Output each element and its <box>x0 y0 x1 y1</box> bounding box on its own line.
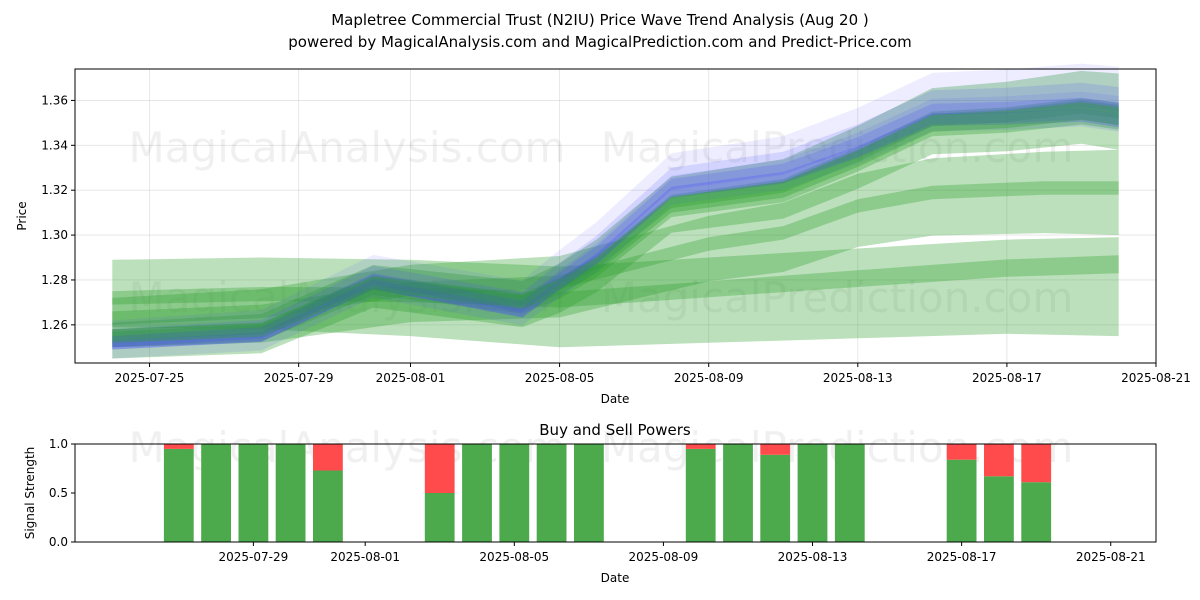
blue-wave-band <box>112 91 1119 359</box>
main-x-axis: 2025-07-25 2025-07-29 2025-08-01 2025-08-05… <box>115 363 1191 385</box>
main-x-tick-label: 2025-08-05 <box>525 371 595 385</box>
sell-bar <box>1021 444 1052 483</box>
green-wave-band <box>112 70 1119 341</box>
green-wave-band <box>112 100 1119 359</box>
watermark-right-bottom: MagicalPrediction.com <box>601 273 1074 322</box>
buy-bar <box>275 444 306 542</box>
sell-bar <box>984 444 1014 477</box>
main-y-tick-label: 1.34 <box>41 138 68 152</box>
buy-bar <box>424 493 455 542</box>
main-y-tick-label: 1.26 <box>41 318 68 332</box>
signal-y-tick-label: 0.5 <box>49 486 68 500</box>
price-wave-plot: MagicalAnalysis.com MagicalPrediction.co… <box>15 63 1191 406</box>
green-wave-band <box>112 98 1119 348</box>
sell-bar <box>760 444 791 455</box>
main-x-tick-label: 2025-08-13 <box>823 371 893 385</box>
buy-bar <box>201 444 231 542</box>
main-x-tick-label: 2025-07-29 <box>264 371 334 385</box>
green-wave-band <box>112 237 1119 308</box>
buy-bar <box>536 444 567 542</box>
signal-y-tick-label: 0.0 <box>49 535 68 549</box>
signal-y-axis: 0.0 0.5 1.0 <box>49 437 75 549</box>
main-y-tick-label: 1.28 <box>41 273 68 287</box>
main-x-tick-label: 2025-08-09 <box>674 371 744 385</box>
chart-subtitle: powered by MagicalAnalysis.com and Magic… <box>288 33 912 51</box>
buy-bar <box>760 454 791 542</box>
chart-title: Mapletree Commercial Trust (N2IU) Price … <box>331 11 869 29</box>
signal-x-tick-label: 2025-08-13 <box>778 550 848 564</box>
green-core-band <box>112 102 1119 343</box>
signal-plot: Buy and Sell Powers MagicalAnalysis.com … <box>23 421 1157 585</box>
buy-bar <box>797 444 828 542</box>
signal-x-tick-label: 2025-08-17 <box>927 550 997 564</box>
watermark-left-bottom: MagicalAnalysis.com <box>129 273 566 322</box>
buy-bar <box>834 444 865 542</box>
signal-x-axis-label: Date <box>601 571 630 585</box>
buy-bar <box>574 444 604 542</box>
signal-x-axis: 2025-07-29 2025-08-01 2025-08-05 2025-08-09… <box>219 542 1146 564</box>
sell-bar <box>424 444 455 493</box>
signal-bars <box>163 444 1052 542</box>
sell-bar <box>685 444 716 449</box>
buy-bar <box>313 470 343 542</box>
blue-wave-band <box>112 108 1119 350</box>
sell-bar <box>946 444 977 460</box>
buy-bar <box>685 448 716 542</box>
sell-bar <box>313 444 343 471</box>
blue-wave-band <box>112 97 1119 350</box>
main-x-tick-label: 2025-07-25 <box>115 371 185 385</box>
signal-x-tick-label: 2025-08-01 <box>330 550 400 564</box>
signal-x-tick-label: 2025-07-29 <box>219 550 289 564</box>
buy-bar <box>462 444 492 542</box>
main-plot-background <box>75 69 1156 363</box>
main-y-tick-label: 1.32 <box>41 183 68 197</box>
blue-wave-band <box>112 63 1119 348</box>
buy-bar <box>723 444 753 542</box>
signal-title: Buy and Sell Powers <box>539 421 691 439</box>
buy-bar <box>1021 482 1052 542</box>
main-plot-frame <box>74 68 1157 364</box>
main-y-axis-label: Price <box>15 201 29 230</box>
signal-x-tick-label: 2025-08-09 <box>629 550 699 564</box>
main-y-tick-label: 1.36 <box>41 93 68 107</box>
watermark-left-top: MagicalAnalysis.com <box>129 123 566 172</box>
green-wave-band <box>112 255 1119 348</box>
main-x-tick-label: 2025-08-17 <box>972 371 1042 385</box>
buy-bar <box>238 444 269 542</box>
main-x-axis-label: Date <box>601 392 630 406</box>
buy-bar <box>946 459 977 542</box>
main-x-tick-label: 2025-08-01 <box>376 371 446 385</box>
green-wave-band <box>112 181 1119 348</box>
main-x-tick-label: 2025-08-21 <box>1121 371 1191 385</box>
sell-bar <box>163 444 194 449</box>
signal-x-tick-label: 2025-08-21 <box>1076 550 1146 564</box>
buy-bar <box>163 448 194 542</box>
green-wave-band <box>112 149 1119 325</box>
buy-bar <box>499 444 530 542</box>
signal-y-axis-label: Signal Strength <box>23 447 37 540</box>
buy-bar <box>984 476 1014 542</box>
wave-bands <box>112 63 1119 359</box>
signal-x-tick-label: 2025-08-05 <box>479 550 549 564</box>
watermark-right-top: MagicalPrediction.com <box>601 123 1074 172</box>
blue-wave-band <box>112 82 1119 348</box>
main-y-axis: 1.26 1.28 1.30 1.32 1.34 1.36 <box>41 93 75 332</box>
signal-y-tick-label: 1.0 <box>49 437 68 451</box>
main-y-tick-label: 1.30 <box>41 228 68 242</box>
